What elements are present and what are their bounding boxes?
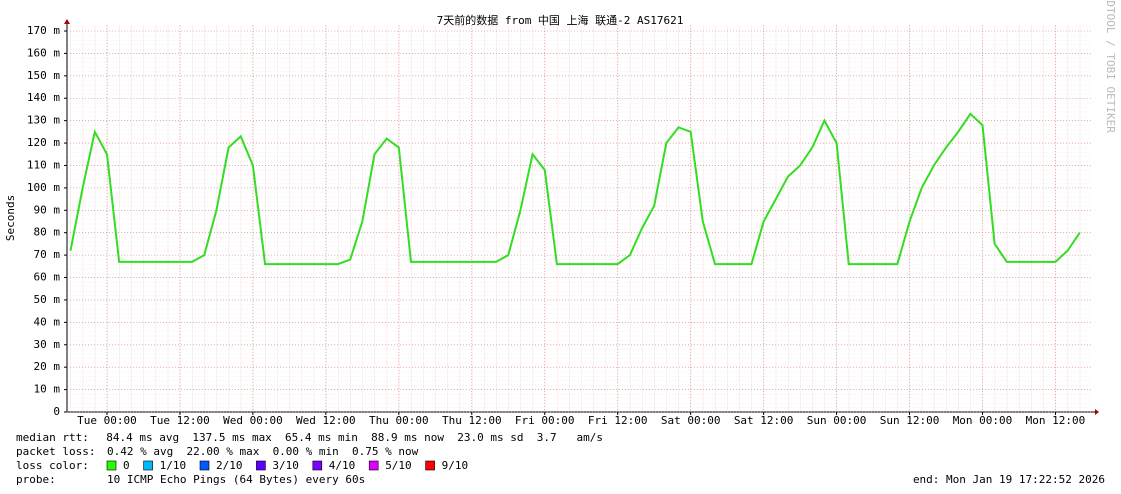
y-tick-label: 90 m [34, 203, 61, 216]
y-tick-label: 150 m [27, 69, 60, 82]
probe-label: probe: [16, 473, 56, 486]
x-tick-label: Sat 12:00 [734, 414, 794, 427]
watermark: RRDTOOL / TOBI OETIKER [1104, 0, 1117, 133]
stat-label: median rtt: [16, 431, 89, 444]
y-tick-label: 20 m [34, 360, 61, 373]
loss-color-label: 9/10 [442, 459, 469, 472]
y-tick-label: 50 m [34, 293, 61, 306]
y-arrow [64, 19, 70, 24]
x-tick-label: Fri 00:00 [515, 414, 575, 427]
loss-swatch [368, 460, 379, 471]
loss-swatch [425, 460, 435, 471]
loss-swatch [106, 460, 117, 471]
y-axis-label: Seconds [4, 195, 17, 241]
x-tick-label: Tue 00:00 [77, 414, 137, 427]
y-tick-label: 120 m [27, 136, 60, 149]
y-tick-label: 110 m [27, 158, 60, 171]
y-tick-label: 170 m [27, 24, 60, 37]
y-tick-label: 130 m [27, 114, 60, 127]
loss-swatch [199, 460, 210, 471]
x-arrow [1095, 409, 1099, 415]
y-tick-label: 140 m [27, 91, 60, 104]
minor-grid [67, 25, 1090, 412]
x-tick-label: Sun 00:00 [807, 414, 867, 427]
loss-color-label: 4/10 [329, 459, 356, 472]
stat-label: packet loss: [16, 445, 95, 458]
x-tick-label: Wed 12:00 [296, 414, 356, 427]
probe-text: 10 ICMP Echo Pings (64 Bytes) every 60s [107, 473, 365, 486]
y-tick-label: 30 m [34, 338, 61, 351]
loss-swatch [312, 460, 323, 471]
y-tick-label: 160 m [27, 46, 60, 59]
y-tick-label: 40 m [34, 315, 61, 328]
y-tick-label: 10 m [34, 383, 61, 396]
loss-color-label: 2/10 [216, 459, 243, 472]
loss-color-label: 0 [123, 459, 130, 472]
loss-label: loss color: [16, 459, 89, 472]
x-tick-label: Thu 00:00 [369, 414, 429, 427]
loss-color-label: 1/10 [160, 459, 187, 472]
x-tick-label: Tue 12:00 [150, 414, 210, 427]
loss-swatch [143, 460, 153, 471]
y-tick-label: 70 m [34, 248, 61, 261]
y-tick-label: 80 m [34, 226, 61, 239]
loss-color-label: 3/10 [272, 459, 299, 472]
x-tick-label: Fri 12:00 [588, 414, 648, 427]
series-line [69, 112, 1081, 266]
loss-color-label: 5/10 [385, 459, 412, 472]
x-tick-label: Wed 00:00 [223, 414, 283, 427]
y-tick-label: 0 [53, 405, 60, 418]
x-tick-label: Thu 12:00 [442, 414, 502, 427]
x-tick-label: Mon 12:00 [1026, 414, 1086, 427]
y-tick-label: 60 m [34, 271, 61, 284]
x-tick-label: Mon 00:00 [953, 414, 1013, 427]
chart-title: 7天前的数据 from 中国 上海 联通-2 AS17621 [437, 13, 684, 27]
x-tick-label: Sun 12:00 [880, 414, 940, 427]
x-tick-label: Sat 00:00 [661, 414, 721, 427]
loss-swatch [256, 460, 266, 471]
stat-text: 84.4 ms avg 137.5 ms max 65.4 ms min 88.… [93, 431, 603, 444]
end-time: end: Mon Jan 19 17:22:52 2026 [913, 473, 1105, 486]
y-tick-label: 100 m [27, 181, 60, 194]
stat-text: 0.42 % avg 22.00 % max 0.00 % min 0.75 %… [107, 445, 419, 458]
